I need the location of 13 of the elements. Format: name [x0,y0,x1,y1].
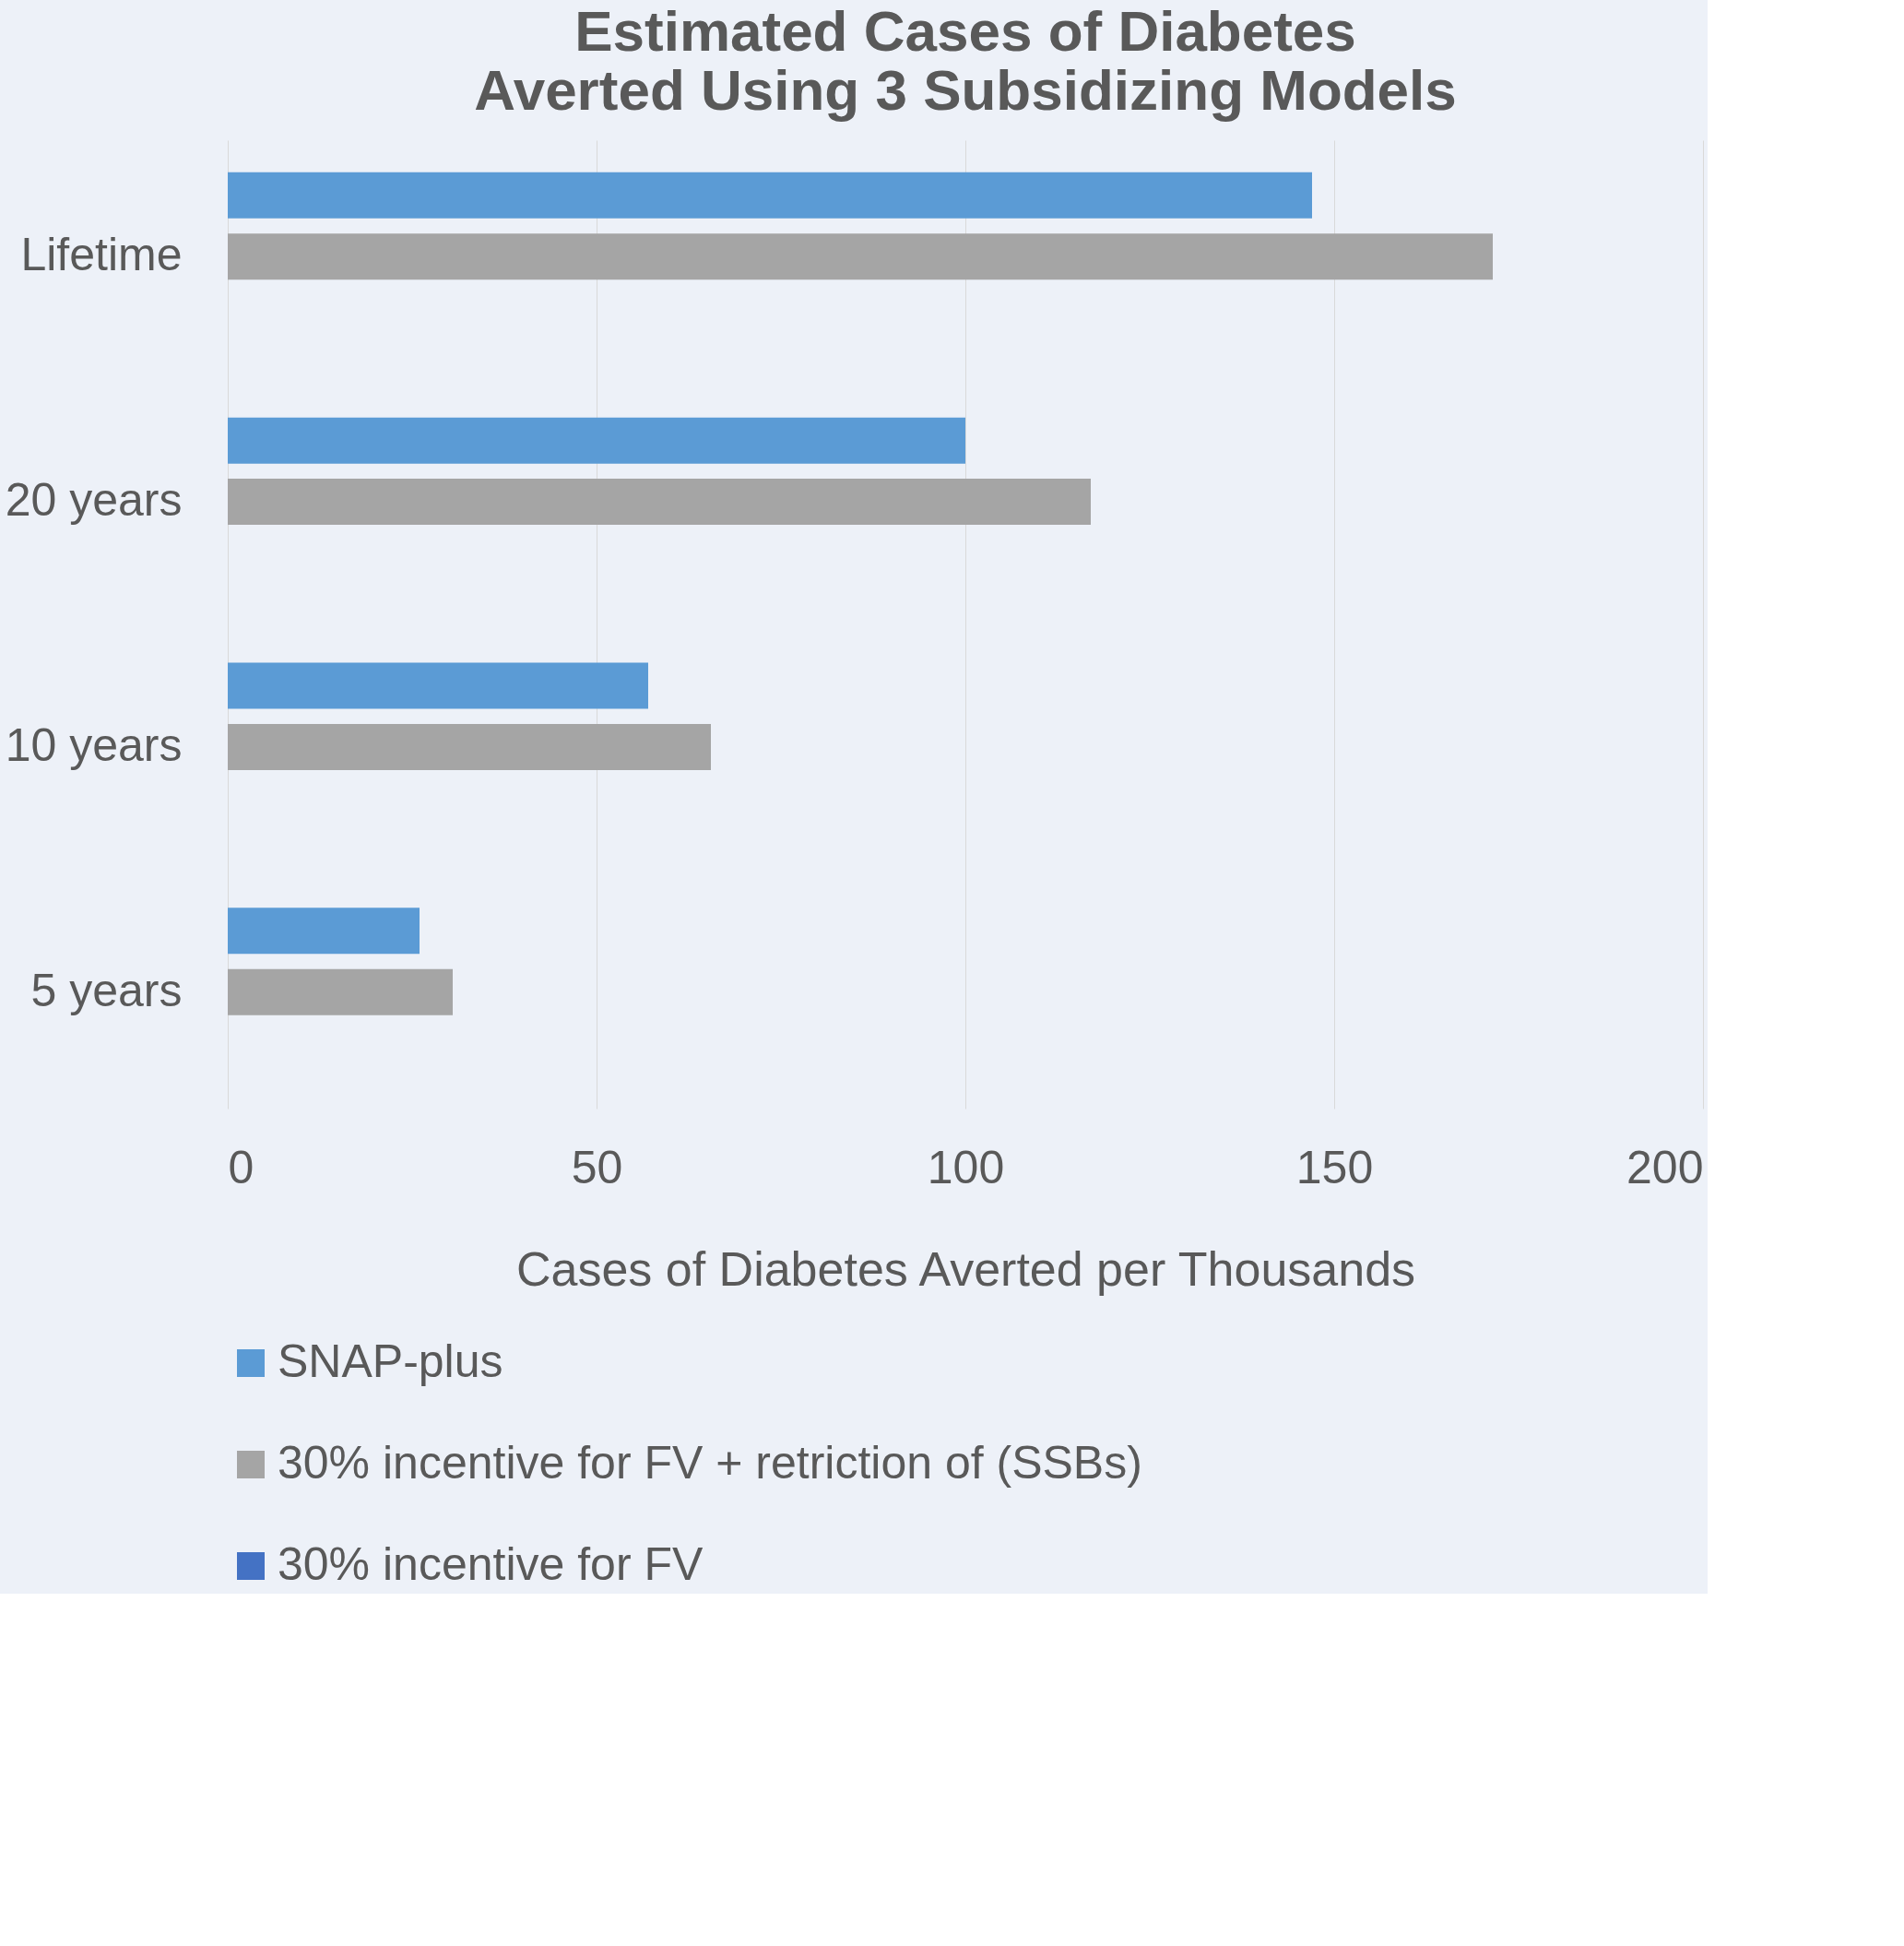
legend-label: 30% incentive for FV [278,1538,704,1590]
legend-label: SNAP-plus [278,1335,503,1387]
legend-label: 30% incentive for FV + retriction of (SSBs) [278,1437,1142,1489]
x-tick-label: 150 [1295,1141,1374,1193]
x-tick-label: 200 [1626,1141,1704,1193]
y-tick-label: Lifetime [20,229,183,281]
y-tick-label: 5 years [30,964,183,1016]
y-tick-label: 20 years [5,474,183,527]
x-tick-label: 100 [927,1141,1005,1193]
x-tick-label: 0 [228,1141,254,1193]
y-tick-label: 10 years [5,718,183,771]
x-tick-label: 50 [571,1141,623,1193]
x-axis-title: Cases of Diabetes Averted per Thousands [515,1241,1416,1296]
